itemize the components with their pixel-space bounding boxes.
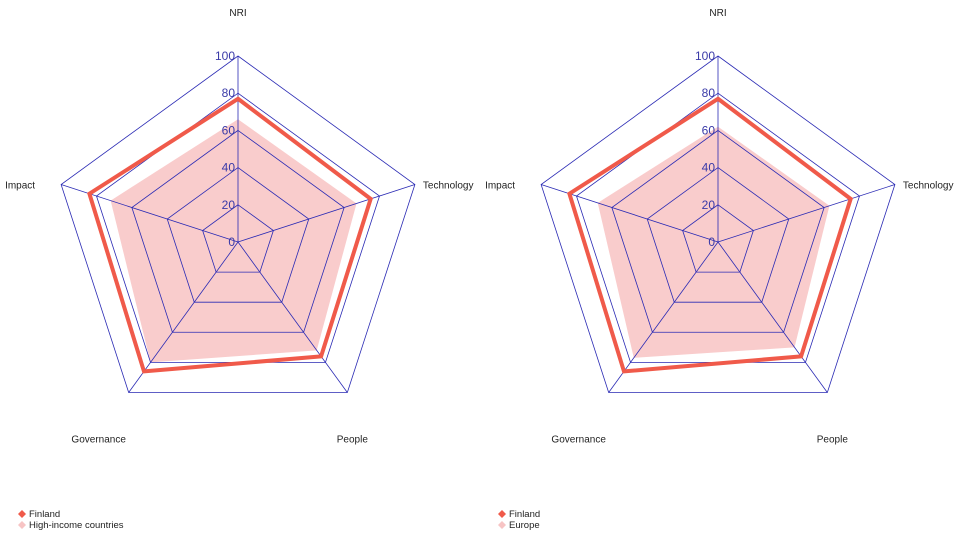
spoke-governance — [608, 241, 719, 393]
grid-ring-100 — [540, 55, 896, 393]
axis-label-impact: Impact — [485, 181, 515, 192]
legend-marker-finland — [18, 510, 26, 518]
axis-label-people: People — [817, 434, 849, 445]
tick-label-20: 20 — [222, 198, 236, 212]
series-line-finland — [87, 96, 374, 374]
legend-marker-finland — [498, 510, 506, 518]
series-line-finland — [567, 96, 854, 374]
spoke-people — [717, 241, 828, 393]
axis-label-nri: NRI — [709, 8, 726, 19]
tick-label-60: 60 — [702, 123, 716, 137]
grid-ring-40 — [646, 167, 790, 303]
axis-label-people: People — [337, 434, 369, 445]
axis-label-technology: Technology — [423, 181, 474, 192]
legend-label-high-income-countries: High-income countries — [29, 520, 124, 531]
grid-ring-60 — [611, 129, 825, 333]
axis-label-governance: Governance — [71, 434, 126, 445]
tick-label-40: 40 — [222, 161, 236, 175]
grid-ring-20 — [682, 204, 754, 273]
spoke-people — [237, 241, 348, 393]
legend-marker-high-income-countries — [18, 521, 26, 529]
axis-label-technology: Technology — [903, 181, 954, 192]
spoke-technology — [717, 184, 896, 243]
grid-ring-40 — [166, 167, 310, 303]
axis-label-governance: Governance — [551, 434, 606, 445]
tick-label-100: 100 — [215, 49, 235, 63]
spoke-governance — [128, 241, 239, 393]
tick-label-0: 0 — [228, 235, 235, 249]
grid-ring-60 — [131, 129, 345, 333]
axis-label-nri: NRI — [229, 8, 246, 19]
axis-label-impact: Impact — [5, 181, 35, 192]
legend-label-finland: Finland — [509, 509, 540, 520]
tick-label-20: 20 — [702, 198, 716, 212]
tick-label-60: 60 — [222, 123, 236, 137]
tick-label-0: 0 — [708, 235, 715, 249]
tick-label-80: 80 — [702, 86, 716, 100]
tick-label-80: 80 — [222, 86, 236, 100]
grid-ring-100 — [60, 55, 416, 393]
tick-label-40: 40 — [702, 161, 716, 175]
radar-chart-right: 0 20 40 60 80 100 NRI Technology People Governanc… — [485, 8, 953, 531]
legend-marker-europe — [498, 521, 506, 529]
legend-label-finland: Finland — [29, 509, 60, 520]
radar-chart-left: 0 20 40 60 80 100 NRI Technology People Governanc… — [5, 8, 473, 531]
series-area-europe — [597, 126, 830, 358]
spoke-technology — [237, 184, 416, 243]
legend-label-europe: Europe — [509, 520, 540, 531]
grid-ring-20 — [202, 204, 274, 273]
tick-label-100: 100 — [695, 49, 715, 63]
